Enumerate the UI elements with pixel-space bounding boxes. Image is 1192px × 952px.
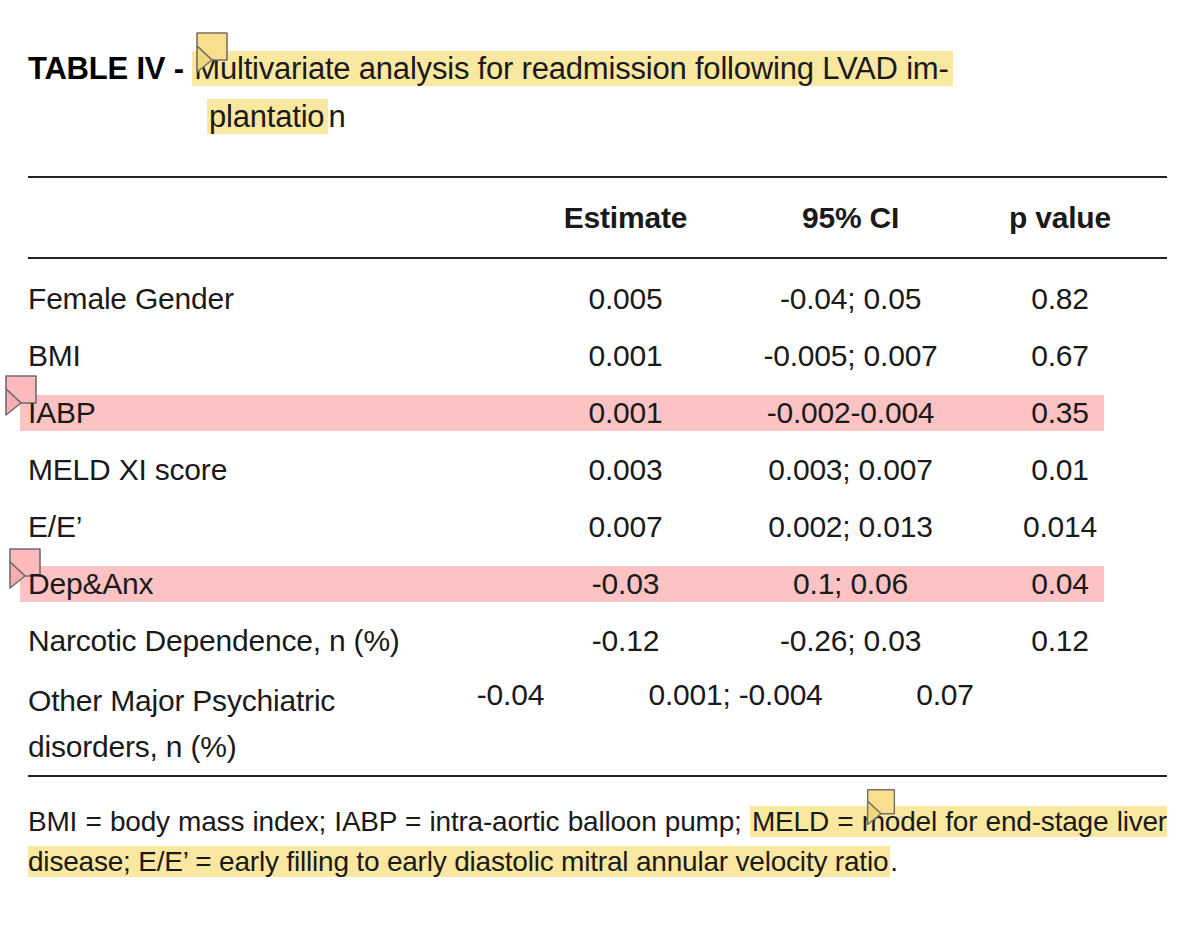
pvalue-cell: 0.07 bbox=[838, 678, 1052, 712]
table-header-row: Estimate 95% CI p value bbox=[28, 192, 1167, 244]
row-label: E/E’ bbox=[28, 510, 503, 544]
title-highlight-line1: Multivariate analysis for readmission fo… bbox=[192, 51, 952, 86]
pvalue-cell: 0.12 bbox=[953, 624, 1167, 658]
pvalue-cell: 0.01 bbox=[953, 453, 1167, 487]
row-label: Other Major Psychiatric disorders, n (%) bbox=[28, 678, 388, 770]
table-title-line1: TABLE IV - Multivariate analysis for rea… bbox=[28, 48, 953, 90]
pvalue-cell: 0.014 bbox=[953, 510, 1167, 544]
estimate-cell: 0.003 bbox=[503, 453, 748, 487]
pvalue-cell: 0.67 bbox=[953, 339, 1167, 373]
table-row: BMI 0.001 -0.005; 0.007 0.67 bbox=[28, 327, 1167, 384]
row-label: Female Gender bbox=[28, 282, 503, 316]
pvalue-cell: 0.04 bbox=[953, 567, 1167, 601]
column-header-ci: 95% CI bbox=[748, 201, 953, 235]
table-title-line2: plantation bbox=[207, 96, 345, 138]
document-page: TABLE IV - Multivariate analysis for rea… bbox=[0, 0, 1192, 952]
estimate-cell: -0.04 bbox=[388, 678, 633, 712]
estimate-cell: 0.001 bbox=[503, 339, 748, 373]
title-highlight-line2: plantatio bbox=[207, 99, 328, 134]
row-label: BMI bbox=[28, 339, 503, 373]
estimate-cell: -0.12 bbox=[503, 624, 748, 658]
estimate-cell: 0.001 bbox=[503, 396, 748, 430]
table-row-highlighted: IABP 0.001 -0.002-0.004 0.35 bbox=[28, 384, 1167, 441]
estimate-cell: 0.007 bbox=[503, 510, 748, 544]
ci-cell: -0.005; 0.007 bbox=[748, 339, 953, 373]
footnote-plain-text: BMI = body mass index; IABP = intra-aort… bbox=[28, 806, 750, 837]
ci-cell: -0.002-0.004 bbox=[748, 396, 953, 430]
pvalue-cell: 0.35 bbox=[953, 396, 1167, 430]
title-tail: n bbox=[328, 99, 345, 134]
table-row: Female Gender 0.005 -0.04; 0.05 0.82 bbox=[28, 270, 1167, 327]
pvalue-cell: 0.82 bbox=[953, 282, 1167, 316]
sticky-note-icon[interactable] bbox=[864, 787, 898, 832]
table-number-label: TABLE IV - bbox=[28, 51, 192, 86]
row-label: Narcotic Dependence, n (%) bbox=[28, 624, 503, 658]
table-bottom-rule bbox=[28, 775, 1167, 777]
row-label: Dep&Anx bbox=[28, 567, 503, 601]
table-row: Other Major Psychiatric disorders, n (%)… bbox=[28, 669, 1167, 773]
ci-cell: 0.002; 0.013 bbox=[748, 510, 953, 544]
table-body: Female Gender 0.005 -0.04; 0.05 0.82 BMI… bbox=[28, 270, 1167, 773]
table-top-rule bbox=[28, 176, 1167, 178]
table-row: E/E’ 0.007 0.002; 0.013 0.014 bbox=[28, 498, 1167, 555]
table-row: Narcotic Dependence, n (%) -0.12 -0.26; … bbox=[28, 612, 1167, 669]
ci-cell: 0.1; 0.06 bbox=[748, 567, 953, 601]
ci-cell: 0.001; -0.004 bbox=[633, 678, 838, 712]
row-label: IABP bbox=[28, 396, 503, 430]
ci-cell: -0.26; 0.03 bbox=[748, 624, 953, 658]
table-footnote: BMI = body mass index; IABP = intra-aort… bbox=[28, 802, 1167, 882]
table-row-highlighted: Dep&Anx -0.03 0.1; 0.06 0.04 bbox=[28, 555, 1167, 612]
column-header-pvalue: p value bbox=[953, 201, 1167, 235]
footnote-tail: . bbox=[890, 846, 898, 877]
ci-cell: -0.04; 0.05 bbox=[748, 282, 953, 316]
table-header-rule bbox=[28, 257, 1167, 259]
estimate-cell: -0.03 bbox=[503, 567, 748, 601]
table-row: MELD XI score 0.003 0.003; 0.007 0.01 bbox=[28, 441, 1167, 498]
sticky-note-icon[interactable] bbox=[193, 30, 231, 80]
estimate-cell: 0.005 bbox=[503, 282, 748, 316]
row-label: MELD XI score bbox=[28, 453, 503, 487]
ci-cell: 0.003; 0.007 bbox=[748, 453, 953, 487]
column-header-estimate: Estimate bbox=[503, 201, 748, 235]
